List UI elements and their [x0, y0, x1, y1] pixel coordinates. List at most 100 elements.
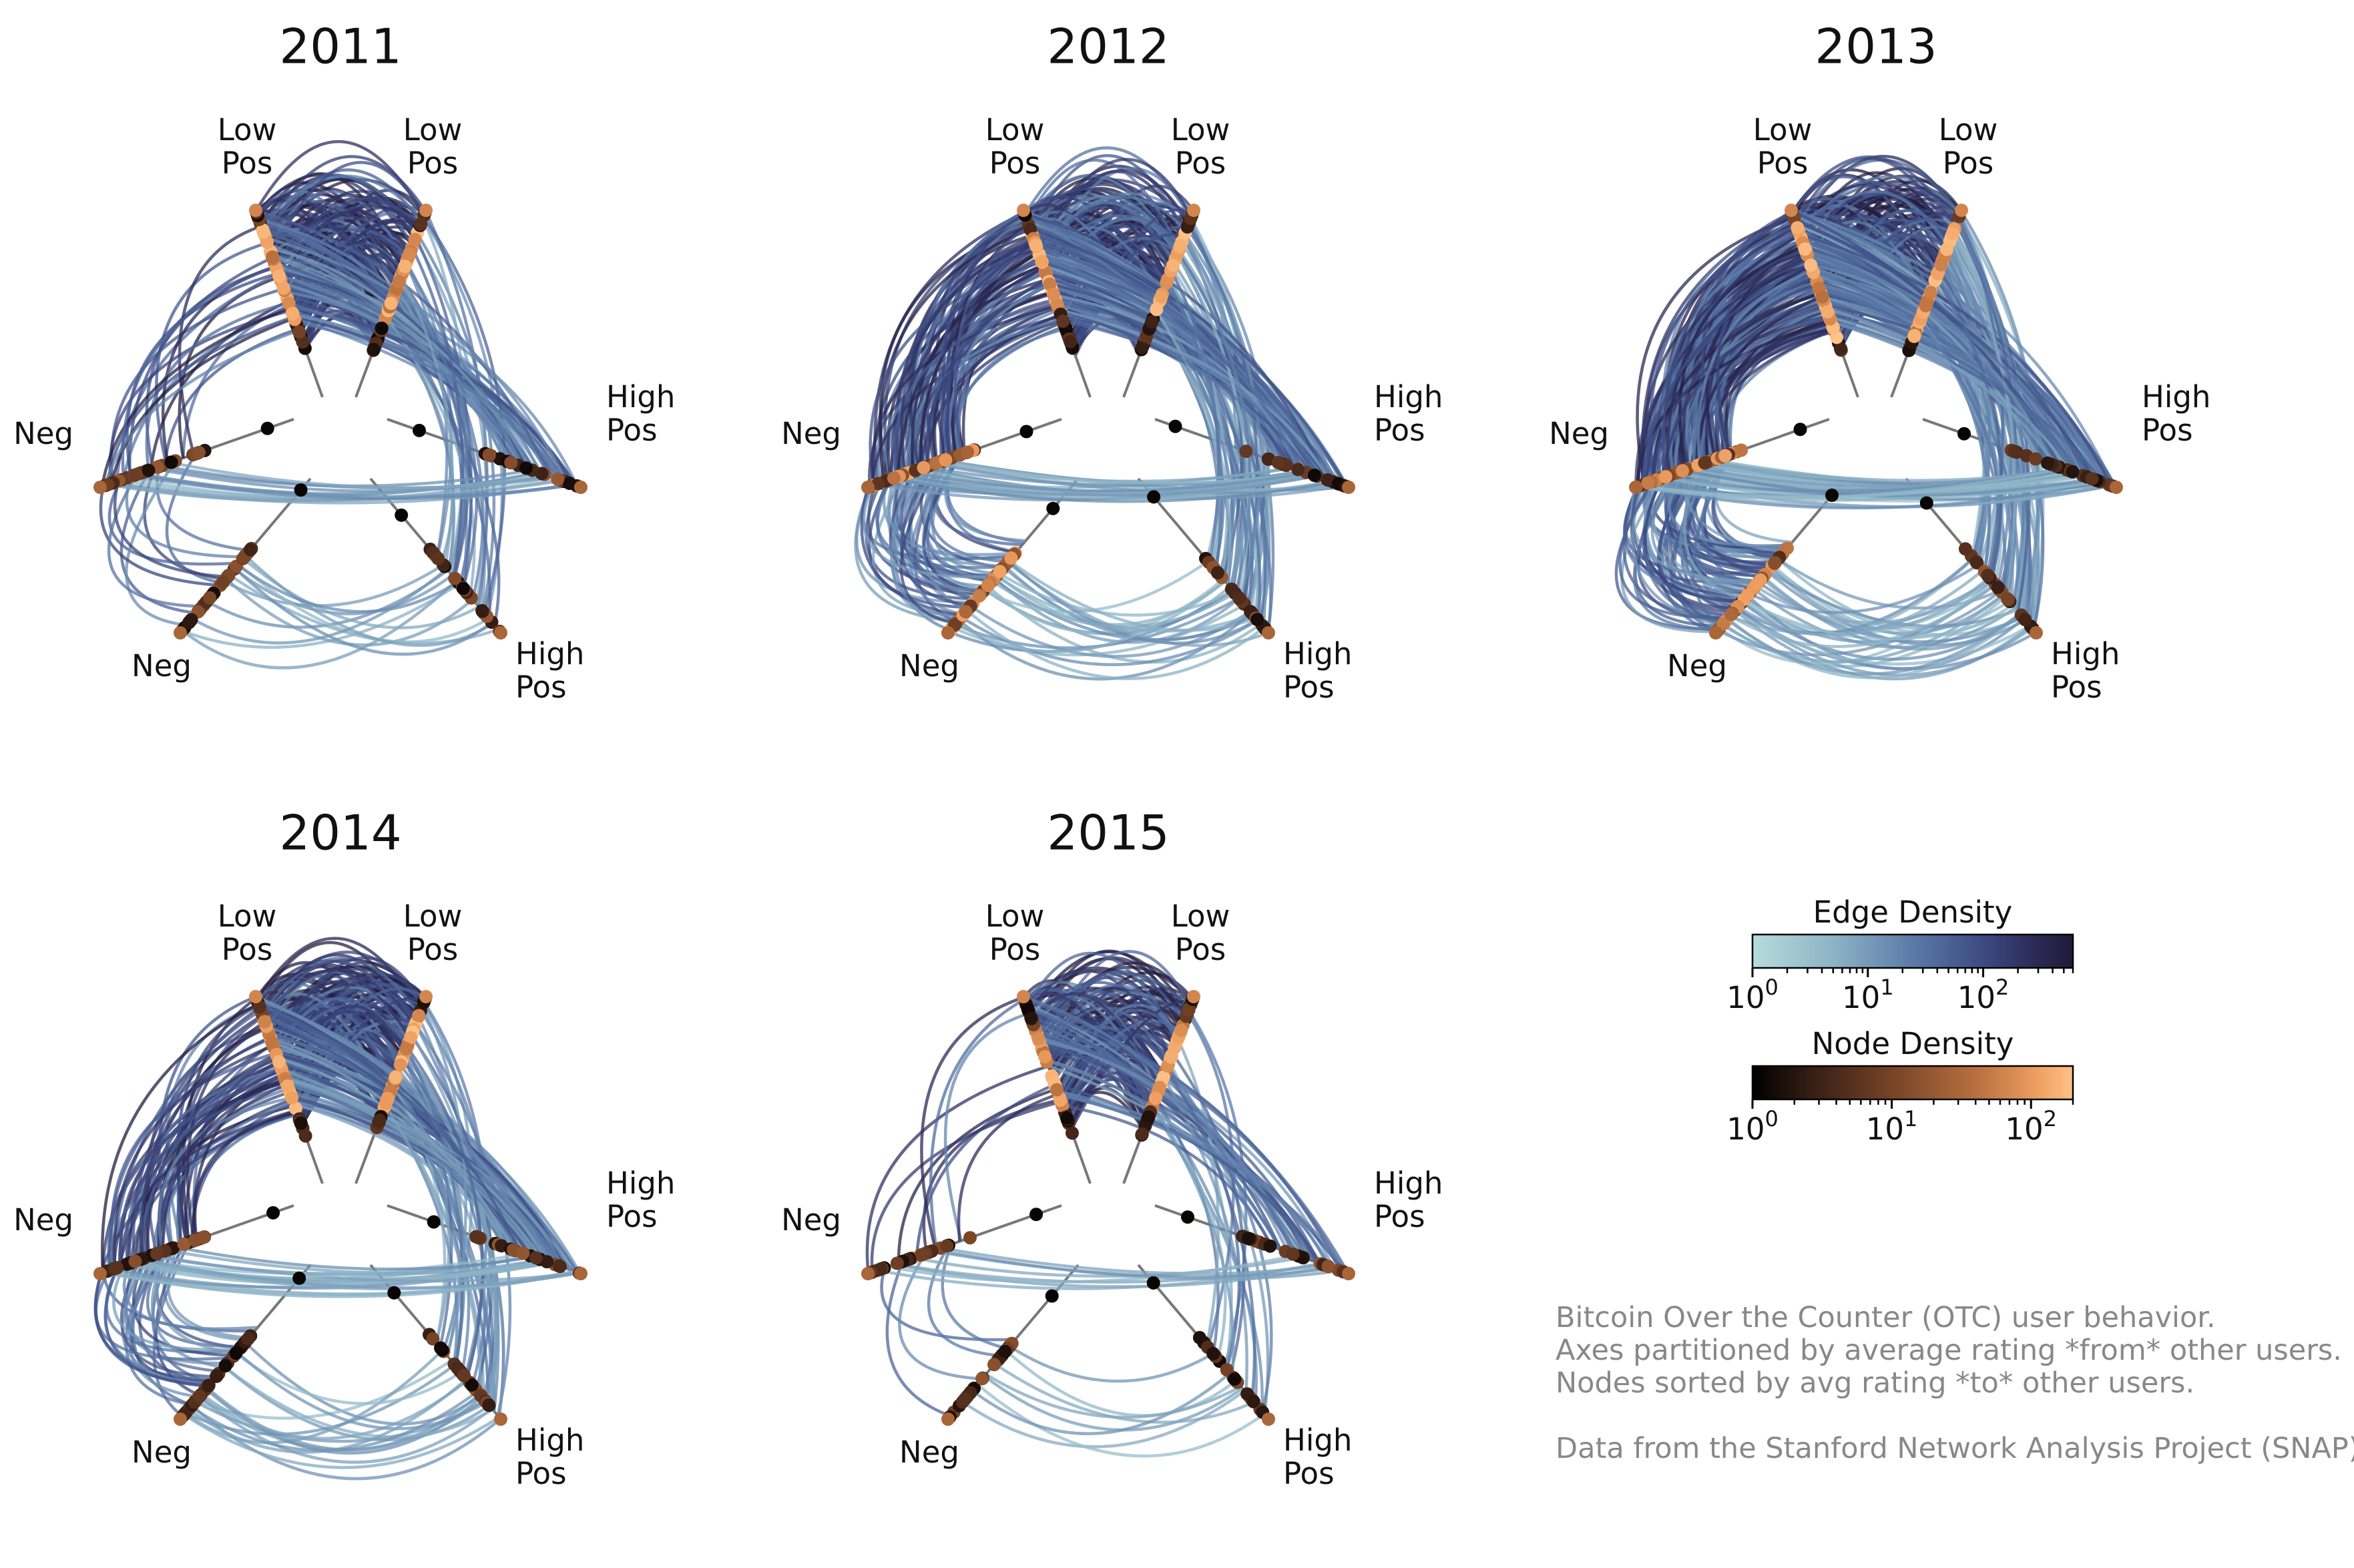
edge: [244, 554, 494, 647]
edge: [255, 209, 551, 477]
edge: [961, 1389, 1246, 1449]
node: [174, 1412, 187, 1426]
axis-label: Pos: [2051, 670, 2102, 705]
axis-label: Pos: [407, 932, 459, 967]
node: [1342, 1267, 1355, 1280]
node: [210, 1369, 224, 1383]
edge: [1825, 306, 2058, 467]
edge: [256, 999, 545, 1262]
edge: [176, 1004, 260, 1244]
node: [431, 551, 445, 565]
edge: [414, 236, 473, 590]
node: [1342, 481, 1355, 494]
axis-label: Pos: [1283, 670, 1335, 705]
axis-label: Low: [1171, 112, 1230, 148]
node: [1241, 1232, 1255, 1246]
edge: [133, 474, 575, 501]
node: [177, 1237, 191, 1251]
edge: [1171, 1052, 1246, 1374]
node: [465, 1378, 479, 1392]
node: [574, 481, 587, 494]
edge: [1715, 316, 1831, 458]
edge: [405, 1046, 484, 1380]
edge: [1798, 182, 1960, 234]
node: [265, 1035, 279, 1049]
edge: [1007, 560, 1258, 645]
edge: [1636, 216, 1795, 485]
edge: [155, 241, 268, 465]
node: [961, 445, 975, 459]
edge: [94, 1272, 208, 1388]
edge: [120, 1258, 216, 1378]
edge: [1062, 1104, 1273, 1248]
node: [276, 282, 290, 296]
node: [249, 990, 262, 1003]
node: [435, 1343, 449, 1357]
node: [1182, 1003, 1196, 1017]
node: [1064, 334, 1078, 348]
colorbar-title: Edge Density: [1813, 894, 2013, 930]
edge: [140, 1258, 579, 1290]
edge: [862, 485, 996, 579]
edge: [991, 579, 1236, 629]
colorbar-gradient: [1751, 933, 2074, 969]
colorbar-tick-label: 102: [2005, 1106, 2057, 1147]
axis-label: Pos: [1943, 146, 1994, 181]
node: [917, 461, 931, 475]
edge: [995, 575, 1254, 633]
edge: [898, 1252, 983, 1380]
node: [1321, 1260, 1335, 1274]
node: [285, 1091, 299, 1105]
node: [1724, 607, 1738, 621]
edge: [1176, 251, 1252, 594]
axis-label: High: [1374, 379, 1443, 415]
edge: [112, 1264, 240, 1352]
edge: [971, 1372, 1231, 1436]
node: [998, 1344, 1012, 1358]
edge: [976, 1383, 1265, 1458]
edge: [284, 290, 512, 463]
node: [1056, 314, 1070, 328]
node: [1271, 455, 1285, 469]
node: [1804, 258, 1818, 272]
node: [93, 1267, 107, 1280]
edge: [1008, 559, 1257, 632]
node: [1145, 315, 1159, 328]
edge: [1064, 1032, 1169, 1116]
edge: [411, 246, 465, 578]
node: [1825, 488, 1839, 502]
edge: [1799, 233, 2113, 487]
edge: [265, 236, 568, 483]
node: [404, 1031, 417, 1045]
edge: [943, 1012, 1030, 1242]
node: [1017, 990, 1030, 1003]
node: [2018, 613, 2032, 627]
edge: [957, 611, 1253, 681]
axis-label: Neg: [13, 1202, 73, 1238]
node: [427, 1215, 441, 1229]
edge: [1791, 209, 2116, 487]
node: [1291, 463, 1305, 477]
node: [2085, 472, 2099, 486]
edge: [1025, 951, 1179, 1041]
node: [2030, 626, 2043, 639]
edge: [122, 1262, 258, 1330]
axis-label: Pos: [1175, 932, 1226, 967]
axis-label: Pos: [1757, 146, 1809, 181]
edge: [938, 250, 1039, 459]
edge: [100, 306, 292, 487]
edge: [870, 318, 1064, 487]
axis-label: Low: [1171, 898, 1230, 934]
node: [1923, 286, 1937, 299]
edge: [107, 479, 240, 566]
edge: [235, 1352, 462, 1405]
axis-label: Pos: [2142, 413, 2193, 448]
edge: [126, 272, 279, 477]
edge: [274, 198, 422, 266]
node: [174, 626, 187, 639]
node: [1150, 302, 1164, 316]
edge: [283, 1074, 538, 1259]
